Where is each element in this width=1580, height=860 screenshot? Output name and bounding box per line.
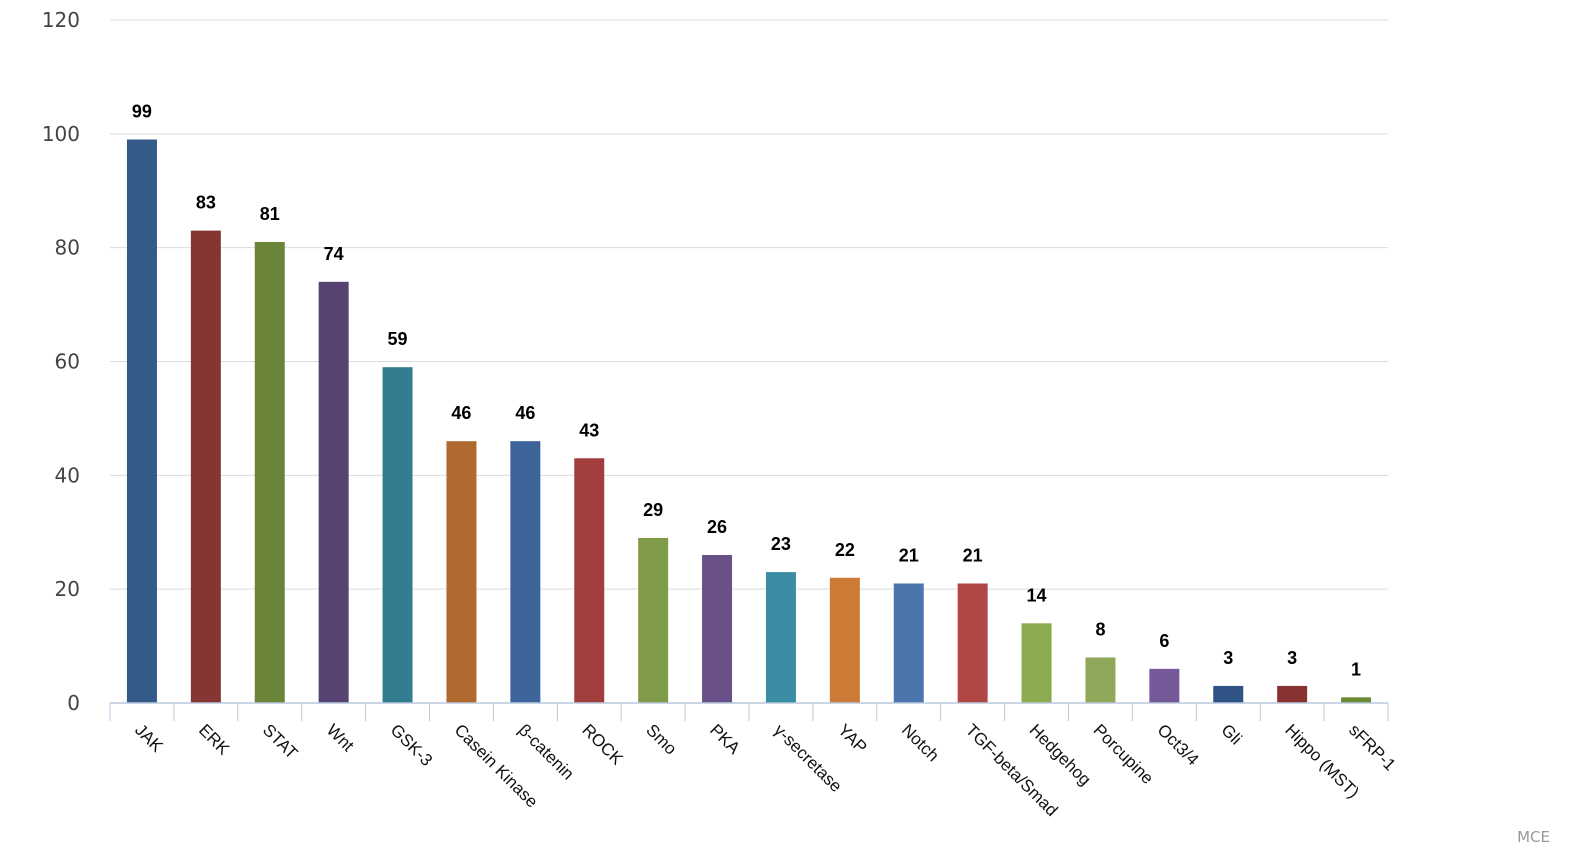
x-tick-label: GSK-3 bbox=[387, 720, 437, 770]
data-label: 8 bbox=[1095, 619, 1105, 639]
bar bbox=[510, 441, 541, 703]
bar bbox=[829, 577, 860, 703]
y-tick-label: 120 bbox=[42, 8, 80, 32]
y-tick-label: 40 bbox=[55, 463, 80, 487]
y-tick-label: 0 bbox=[67, 691, 80, 715]
bar bbox=[765, 572, 796, 703]
x-tick-label: Porcupine bbox=[1090, 720, 1158, 788]
data-label: 3 bbox=[1287, 648, 1297, 668]
x-tick-label: Wnt bbox=[323, 720, 358, 755]
data-label: 74 bbox=[324, 244, 344, 264]
data-label: 22 bbox=[835, 540, 855, 560]
bar bbox=[1149, 668, 1180, 703]
bar bbox=[190, 230, 221, 703]
x-axis-ticks: JAK ERK STAT Wnt GSK-3 Casein Kinaseβ-catenin… bbox=[131, 720, 1399, 820]
y-tick-label: 20 bbox=[55, 577, 80, 601]
data-label: 59 bbox=[388, 329, 408, 349]
bar bbox=[254, 241, 285, 703]
bar bbox=[1341, 697, 1372, 703]
x-axis bbox=[109, 702, 1389, 721]
x-tick-label: STAT bbox=[259, 720, 301, 762]
data-label: 23 bbox=[771, 534, 791, 554]
bar bbox=[638, 537, 669, 703]
bar bbox=[1085, 657, 1116, 703]
data-label: 99 bbox=[132, 102, 152, 122]
bar bbox=[1213, 685, 1244, 703]
data-label: 46 bbox=[515, 403, 535, 423]
x-tick-label: Gli bbox=[1217, 720, 1245, 748]
data-label: 29 bbox=[643, 500, 663, 520]
y-tick-label: 80 bbox=[55, 236, 80, 260]
bar bbox=[126, 139, 157, 703]
data-label: 46 bbox=[451, 403, 471, 423]
data-label: 83 bbox=[196, 193, 216, 213]
credit-label: MCE bbox=[1517, 828, 1550, 846]
bar bbox=[382, 367, 413, 703]
bar bbox=[1277, 685, 1308, 703]
bar bbox=[446, 441, 477, 703]
gridlines bbox=[110, 19, 1388, 590]
x-tick-label: Smo bbox=[642, 720, 680, 758]
x-tick-label: γ-secretase bbox=[770, 720, 846, 796]
bar bbox=[1021, 623, 1052, 703]
y-tick-label: 100 bbox=[42, 122, 80, 146]
x-tick-label: ROCK bbox=[578, 720, 627, 769]
data-label: 14 bbox=[1027, 585, 1047, 605]
data-label: 3 bbox=[1223, 648, 1233, 668]
x-tick-label: β-catenin bbox=[515, 720, 578, 783]
x-tick-label: PKA bbox=[706, 720, 744, 758]
data-label: 21 bbox=[899, 545, 919, 565]
x-tick-label: sFRP-1 bbox=[1345, 720, 1399, 774]
y-tick-label: 60 bbox=[55, 350, 80, 374]
data-label: 6 bbox=[1159, 631, 1169, 651]
bar bbox=[893, 583, 924, 703]
x-tick-label: YAP bbox=[834, 720, 871, 757]
x-tick-label: Oct3/4 bbox=[1154, 720, 1203, 769]
x-tick-label: Hedgehog bbox=[1026, 720, 1095, 789]
x-tick-label: JAK bbox=[131, 720, 167, 756]
x-tick-label: ERK bbox=[195, 720, 234, 759]
data-label: 21 bbox=[963, 545, 983, 565]
y-axis-ticks: 0 20 40 60 80 100 120 bbox=[42, 8, 80, 715]
bar bbox=[574, 458, 605, 703]
bar bbox=[318, 281, 349, 703]
data-label: 1 bbox=[1351, 659, 1361, 679]
bars bbox=[126, 139, 1372, 703]
x-tick-label: Notch bbox=[898, 720, 943, 765]
data-label: 81 bbox=[260, 204, 280, 224]
bar bbox=[957, 583, 988, 703]
data-label: 26 bbox=[707, 517, 727, 537]
data-labels: 99 83 81 74 59 46 46 43 29 26 23 22 21 21 14 8 6 3 3 1 bbox=[132, 102, 1361, 680]
data-label: 43 bbox=[579, 420, 599, 440]
bar bbox=[702, 555, 733, 703]
